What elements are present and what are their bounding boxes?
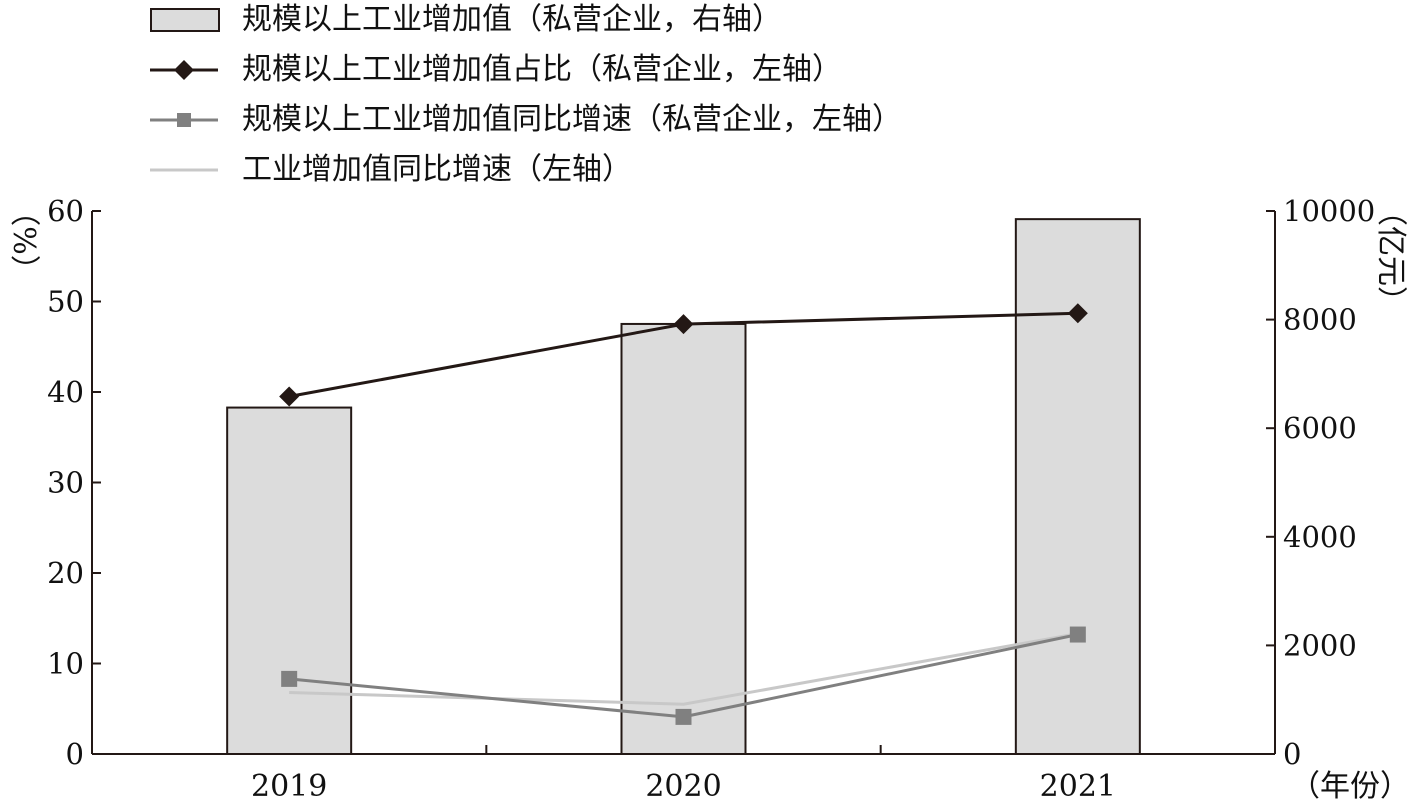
point-private-growth-2021 [1069,626,1086,643]
legend-swatch-industry-growth [150,168,218,172]
legend-label-private-growth: 规模以上工业增加值同比增速（私营企业，左轴） [242,102,902,137]
right-tick-label: 0 [1283,737,1301,771]
right-tick-label: 10000 [1283,194,1375,228]
point-private-growth-2019 [281,670,298,687]
left-tick-label: 0 [66,737,84,771]
legend-swatch-share [150,60,218,80]
left-axis-unit: （%） [6,196,41,285]
right-tick-label: 4000 [1283,520,1357,554]
point-share-2019 [279,386,300,407]
x-tick-label: 2020 [645,769,721,804]
point-private-growth-2020 [675,708,692,725]
legend-label-share: 规模以上工业增加值占比（私营企业，左轴） [242,52,842,87]
x-tick-label: 2021 [1040,769,1116,804]
bar-2019 [226,406,353,755]
right-tick-label: 2000 [1283,628,1357,662]
bar-2021 [1014,218,1141,755]
left-tick-label: 10 [47,647,84,681]
left-tick-label: 30 [47,466,84,500]
x-axis-unit: （年份） [1290,769,1410,804]
series-line-3 [289,632,1079,706]
legend-swatch-bar [150,8,220,32]
point-share-2020 [673,314,694,335]
x-tick-label: 2019 [251,769,327,804]
right-axis-unit: （亿元） [1373,196,1408,316]
left-tick-label: 20 [47,556,84,590]
right-tick-label: 8000 [1283,303,1357,337]
left-tick-label: 50 [47,285,84,319]
bar-2020 [620,322,747,755]
left-tick-label: 60 [47,194,84,228]
legend-label-industry-growth: 工业增加值同比增速（左轴） [242,152,632,187]
legend-swatch-private-growth [150,113,218,127]
point-share-2021 [1067,303,1088,324]
right-tick-label: 6000 [1283,411,1357,445]
legend-label-bar: 规模以上工业增加值（私营企业，右轴） [242,2,782,37]
left-tick-label: 40 [47,375,84,409]
